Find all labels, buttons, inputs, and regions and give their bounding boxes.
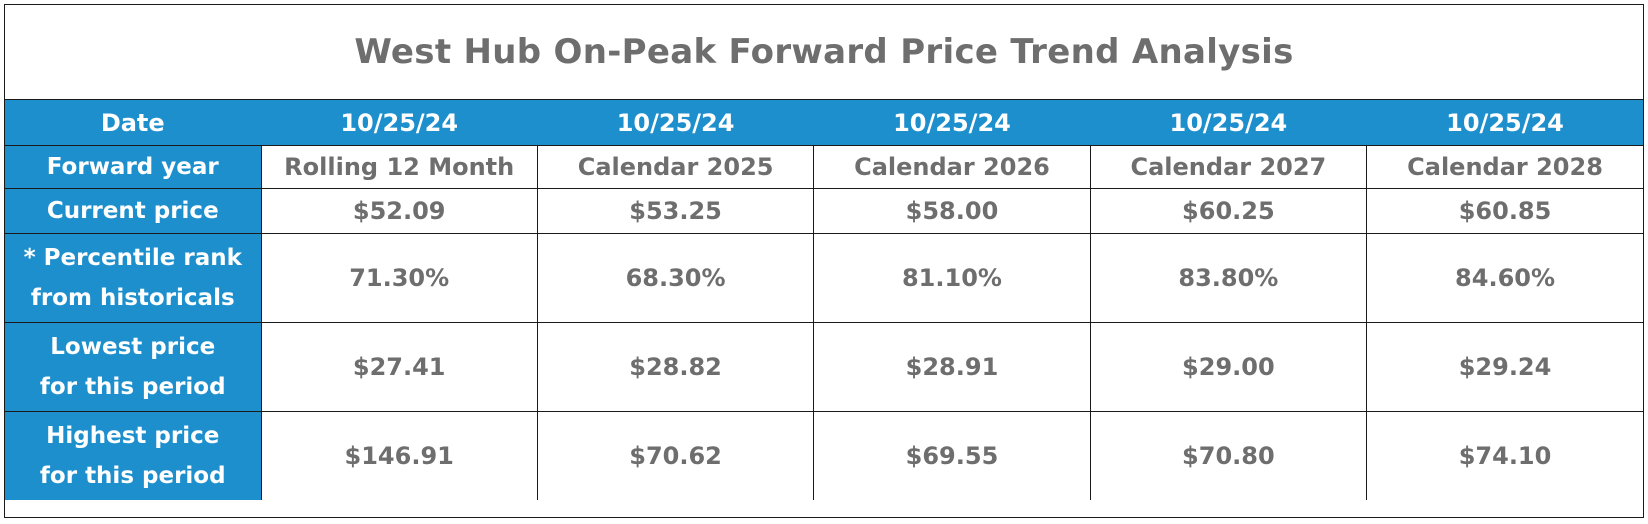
date-cell: 10/25/24 — [536, 100, 815, 146]
forward-year-label: Forward year — [5, 145, 262, 189]
highest-price-cell: $146.91 — [260, 411, 538, 500]
current-price-row: Current price $52.09 $53.25 $58.00 $60.2… — [5, 188, 1643, 234]
lowest-price-label-line2: for this period — [39, 374, 226, 400]
forward-year-row: Forward year Rolling 12 Month Calendar 2… — [5, 145, 1643, 189]
lowest-price-cell: $28.91 — [813, 322, 1091, 412]
price-trend-table-container: West Hub On-Peak Forward Price Trend Ana… — [4, 4, 1644, 518]
table-title: West Hub On-Peak Forward Price Trend Ana… — [354, 32, 1294, 72]
forward-year-cell: Calendar 2028 — [1366, 145, 1643, 189]
highest-price-cell: $70.80 — [1089, 411, 1368, 500]
lowest-price-cell: $28.82 — [536, 322, 815, 412]
lowest-price-cell: $27.41 — [260, 322, 538, 412]
percentile-rank-label-line2: from historicals — [30, 285, 235, 311]
percentile-rank-label-line1: * Percentile rank — [23, 245, 242, 271]
highest-price-row: Highest price for this period $146.91 $7… — [5, 411, 1643, 500]
percentile-rank-cell: 83.80% — [1089, 233, 1368, 323]
date-cell: 10/25/24 — [813, 100, 1091, 146]
highest-price-cell: $74.10 — [1366, 411, 1643, 500]
lowest-price-label: Lowest price for this period — [5, 322, 262, 412]
date-cell: 10/25/24 — [1089, 100, 1368, 146]
lowest-price-cell: $29.00 — [1089, 322, 1368, 412]
forward-year-cell: Calendar 2027 — [1089, 145, 1368, 189]
lowest-price-cell: $29.24 — [1366, 322, 1643, 412]
highest-price-cell: $70.62 — [536, 411, 815, 500]
highest-price-cell: $69.55 — [813, 411, 1091, 500]
highest-price-label: Highest price for this period — [5, 411, 262, 500]
forward-year-cell: Calendar 2026 — [813, 145, 1091, 189]
lowest-price-label-line1: Lowest price — [50, 334, 216, 360]
current-price-cell: $60.85 — [1366, 188, 1643, 234]
title-bar: West Hub On-Peak Forward Price Trend Ana… — [5, 5, 1643, 100]
date-cell: 10/25/24 — [1366, 100, 1643, 146]
date-cell: 10/25/24 — [260, 100, 538, 146]
percentile-rank-row: * Percentile rank from historicals 71.30… — [5, 233, 1643, 323]
lowest-price-row: Lowest price for this period $27.41 $28.… — [5, 322, 1643, 412]
date-label: Date — [5, 100, 262, 146]
percentile-rank-cell: 71.30% — [260, 233, 538, 323]
percentile-rank-cell: 84.60% — [1366, 233, 1643, 323]
percentile-rank-cell: 81.10% — [813, 233, 1091, 323]
current-price-cell: $52.09 — [260, 188, 538, 234]
percentile-rank-cell: 68.30% — [536, 233, 815, 323]
current-price-cell: $53.25 — [536, 188, 815, 234]
percentile-rank-label: * Percentile rank from historicals — [5, 233, 262, 323]
date-row: Date 10/25/24 10/25/24 10/25/24 10/25/24… — [5, 100, 1643, 146]
highest-price-label-line1: Highest price — [46, 423, 220, 449]
current-price-cell: $60.25 — [1089, 188, 1368, 234]
forward-year-cell: Calendar 2025 — [536, 145, 815, 189]
price-trend-table: Date 10/25/24 10/25/24 10/25/24 10/25/24… — [5, 100, 1643, 500]
highest-price-label-line2: for this period — [39, 463, 226, 489]
current-price-cell: $58.00 — [813, 188, 1091, 234]
current-price-label: Current price — [5, 188, 262, 234]
forward-year-cell: Rolling 12 Month — [260, 145, 538, 189]
